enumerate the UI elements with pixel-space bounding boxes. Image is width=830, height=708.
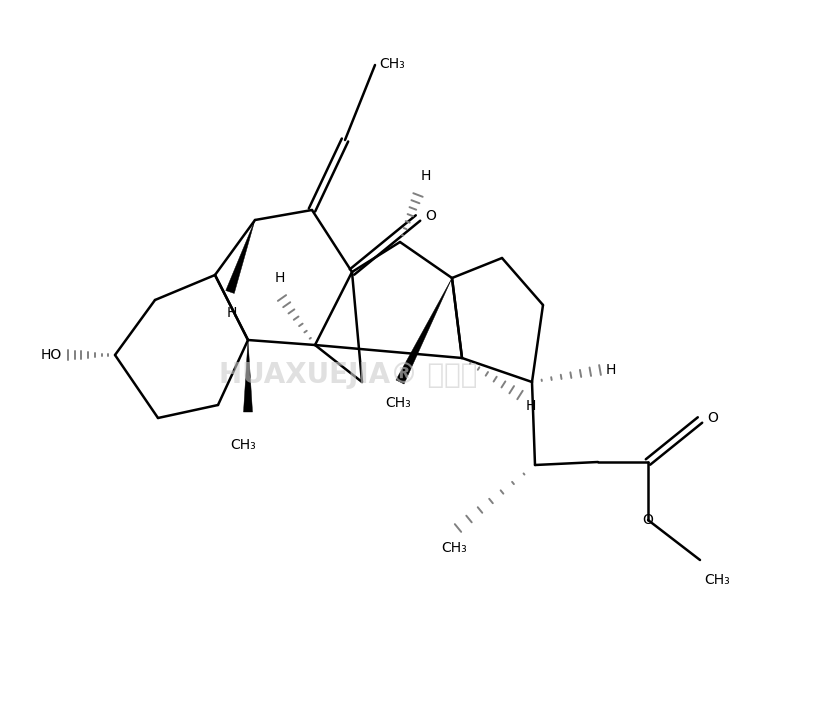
Text: O: O — [425, 209, 436, 223]
Text: H: H — [606, 363, 617, 377]
Polygon shape — [396, 278, 452, 384]
Text: H: H — [275, 271, 286, 285]
Text: HO: HO — [41, 348, 62, 362]
Text: CH₃: CH₃ — [441, 541, 467, 555]
Text: H: H — [227, 306, 237, 320]
Text: CH₃: CH₃ — [379, 57, 405, 71]
Polygon shape — [226, 220, 255, 294]
Polygon shape — [243, 340, 252, 412]
Text: O: O — [707, 411, 718, 425]
Text: H: H — [526, 399, 536, 413]
Text: CH₃: CH₃ — [230, 438, 256, 452]
Text: CH₃: CH₃ — [704, 573, 730, 587]
Text: HUAXUEJIA® 化学加: HUAXUEJIA® 化学加 — [219, 361, 478, 389]
Text: H: H — [421, 169, 432, 183]
Text: CH₃: CH₃ — [385, 396, 411, 410]
Text: O: O — [642, 513, 653, 527]
